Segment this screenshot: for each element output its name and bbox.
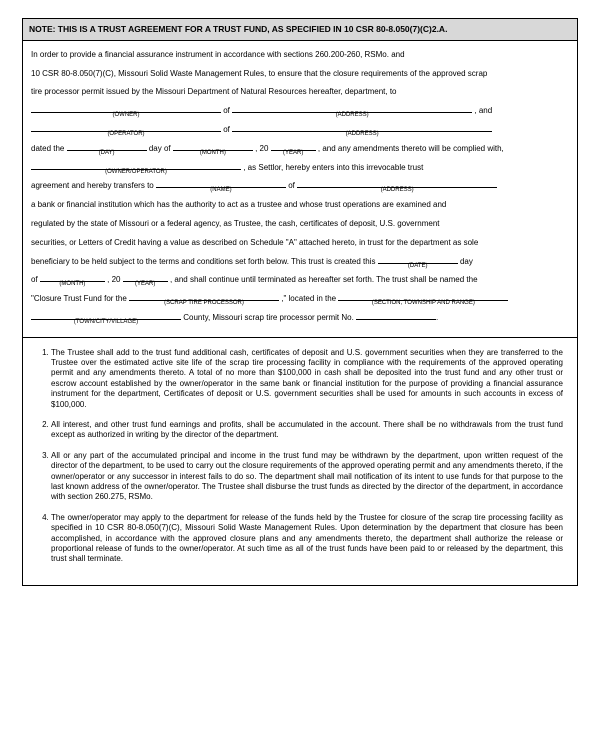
year-blank-2[interactable] (123, 272, 168, 282)
address-blank-2[interactable] (232, 122, 492, 132)
month-blank-2[interactable] (40, 272, 105, 282)
operator-blank[interactable] (31, 122, 221, 132)
term-4: The owner/operator may apply to the depa… (51, 513, 563, 565)
created-row: beneficiary to be held subject to the te… (31, 254, 569, 271)
intro-line-2: 10 CSR 80-8.050(7)(C), Missouri Solid Wa… (31, 66, 569, 83)
closure-row: "Closure Trust Fund for the (SCRAP TIRE … (31, 291, 569, 308)
of-2: of (223, 125, 232, 134)
term-1: The Trustee shall add to the trust fund … (51, 348, 563, 410)
address-blank-1[interactable] (232, 103, 472, 113)
term-3: All or any part of the accumulated princ… (51, 451, 563, 503)
intro-line-3: tire processor permit issued by the Miss… (31, 84, 569, 101)
twenty-1: , 20 (255, 144, 268, 153)
owner-blank[interactable] (31, 103, 221, 113)
name-blank[interactable] (156, 178, 286, 188)
intro-line-1: In order to provide a financial assuranc… (31, 47, 569, 64)
date-blank[interactable] (378, 254, 458, 264)
dated-row: dated the (DAY) day of (MONTH) , 20 (YEA… (31, 141, 569, 158)
term-2: All interest, and other trust fund earni… (51, 420, 563, 441)
and-1: , and (474, 106, 492, 115)
scrap-blank[interactable] (129, 291, 279, 301)
transfer-text: agreement and hereby transfers to (31, 181, 156, 190)
address-blank-3[interactable] (297, 178, 497, 188)
dayof-label: day of (149, 144, 173, 153)
county-text: County, Missouri scrap tire processor pe… (183, 313, 354, 322)
bank-line-4a: beneficiary to be held subject to the te… (31, 257, 378, 266)
document-frame: NOTE: THIS IS A TRUST AGREEMENT FOR A TR… (22, 18, 578, 586)
located-text: ," located in the (281, 294, 338, 303)
operator-address-row: (OPERATOR) of (ADDRESS) (31, 122, 569, 139)
permit-blank[interactable] (356, 310, 436, 320)
bank-line-1: a bank or financial institution which ha… (31, 197, 569, 214)
of-3: of (288, 181, 297, 190)
bank-line-2: regulated by the state of Missouri or a … (31, 216, 569, 233)
numbered-terms: The Trustee shall add to the trust fund … (23, 338, 577, 585)
twenty-2: , 20 (107, 275, 120, 284)
owner-address-row: (OWNER) of (ADDRESS) , and (31, 103, 569, 120)
ownerop-blank[interactable] (31, 160, 241, 170)
month-blank[interactable] (173, 141, 253, 151)
of-4: of (31, 275, 40, 284)
dated-label: dated the (31, 144, 67, 153)
day-blank[interactable] (67, 141, 147, 151)
of-1: of (223, 106, 232, 115)
amendments-text: , and any amendments thereto will be com… (318, 144, 504, 153)
form-body: In order to provide a financial assuranc… (23, 41, 577, 338)
named-text: , and shall continue until terminated as… (170, 275, 478, 284)
bank-line-4b: day (460, 257, 473, 266)
closure-text: "Closure Trust Fund for the (31, 294, 129, 303)
county-row: (TOWN/CITY/VILLAGE) County, Missouri scr… (31, 310, 569, 327)
section-blank[interactable] (338, 291, 508, 301)
settlor-row: (OWNER/OPERATOR) , as Settlor, hereby en… (31, 160, 569, 177)
year-blank[interactable] (271, 141, 316, 151)
of-month-row: of (MONTH) , 20 (YEAR) , and shall conti… (31, 272, 569, 289)
settlor-text: , as Settlor, hereby enters into this ir… (243, 163, 423, 172)
town-blank[interactable] (31, 310, 181, 320)
transfer-row: agreement and hereby transfers to (NAME)… (31, 178, 569, 195)
note-header: NOTE: THIS IS A TRUST AGREEMENT FOR A TR… (23, 19, 577, 41)
bank-line-3: securities, or Letters of Credit having … (31, 235, 569, 252)
